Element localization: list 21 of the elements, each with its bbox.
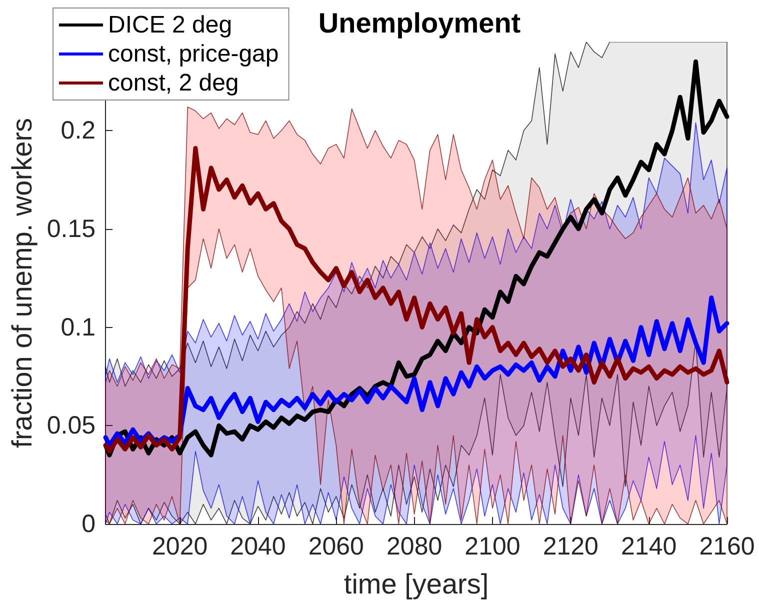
x-tick-label: 2120 [542,532,598,560]
y-tick-label: 0.15 [46,214,96,243]
x-tick-label: 2100 [464,532,520,560]
y-tick-label: 0.2 [60,116,96,145]
legend-label: const, price-gap [108,40,279,68]
chart-title: Unemployment [318,8,521,38]
legend-label: const, 2 deg [108,70,239,96]
y-axis-title: fraction of unemp. workers [6,118,38,448]
x-axis-title: time [years] [344,568,489,600]
line-series [103,146,730,454]
x-tick-label: 2020 [152,532,208,560]
x-tick-label: 2040 [230,532,286,560]
line-series [103,296,730,448]
x-tick-label: 2160 [699,532,755,560]
x-tick-label: 2140 [621,532,677,560]
y-tick-label: 0.1 [60,313,96,342]
y-tick-label: 0 [82,510,96,538]
y-tick-label: 0.05 [46,412,96,440]
legend-label: DICE 2 deg [108,12,232,38]
x-tick-label: 2060 [308,532,364,560]
x-tick-label: 2080 [386,532,442,560]
